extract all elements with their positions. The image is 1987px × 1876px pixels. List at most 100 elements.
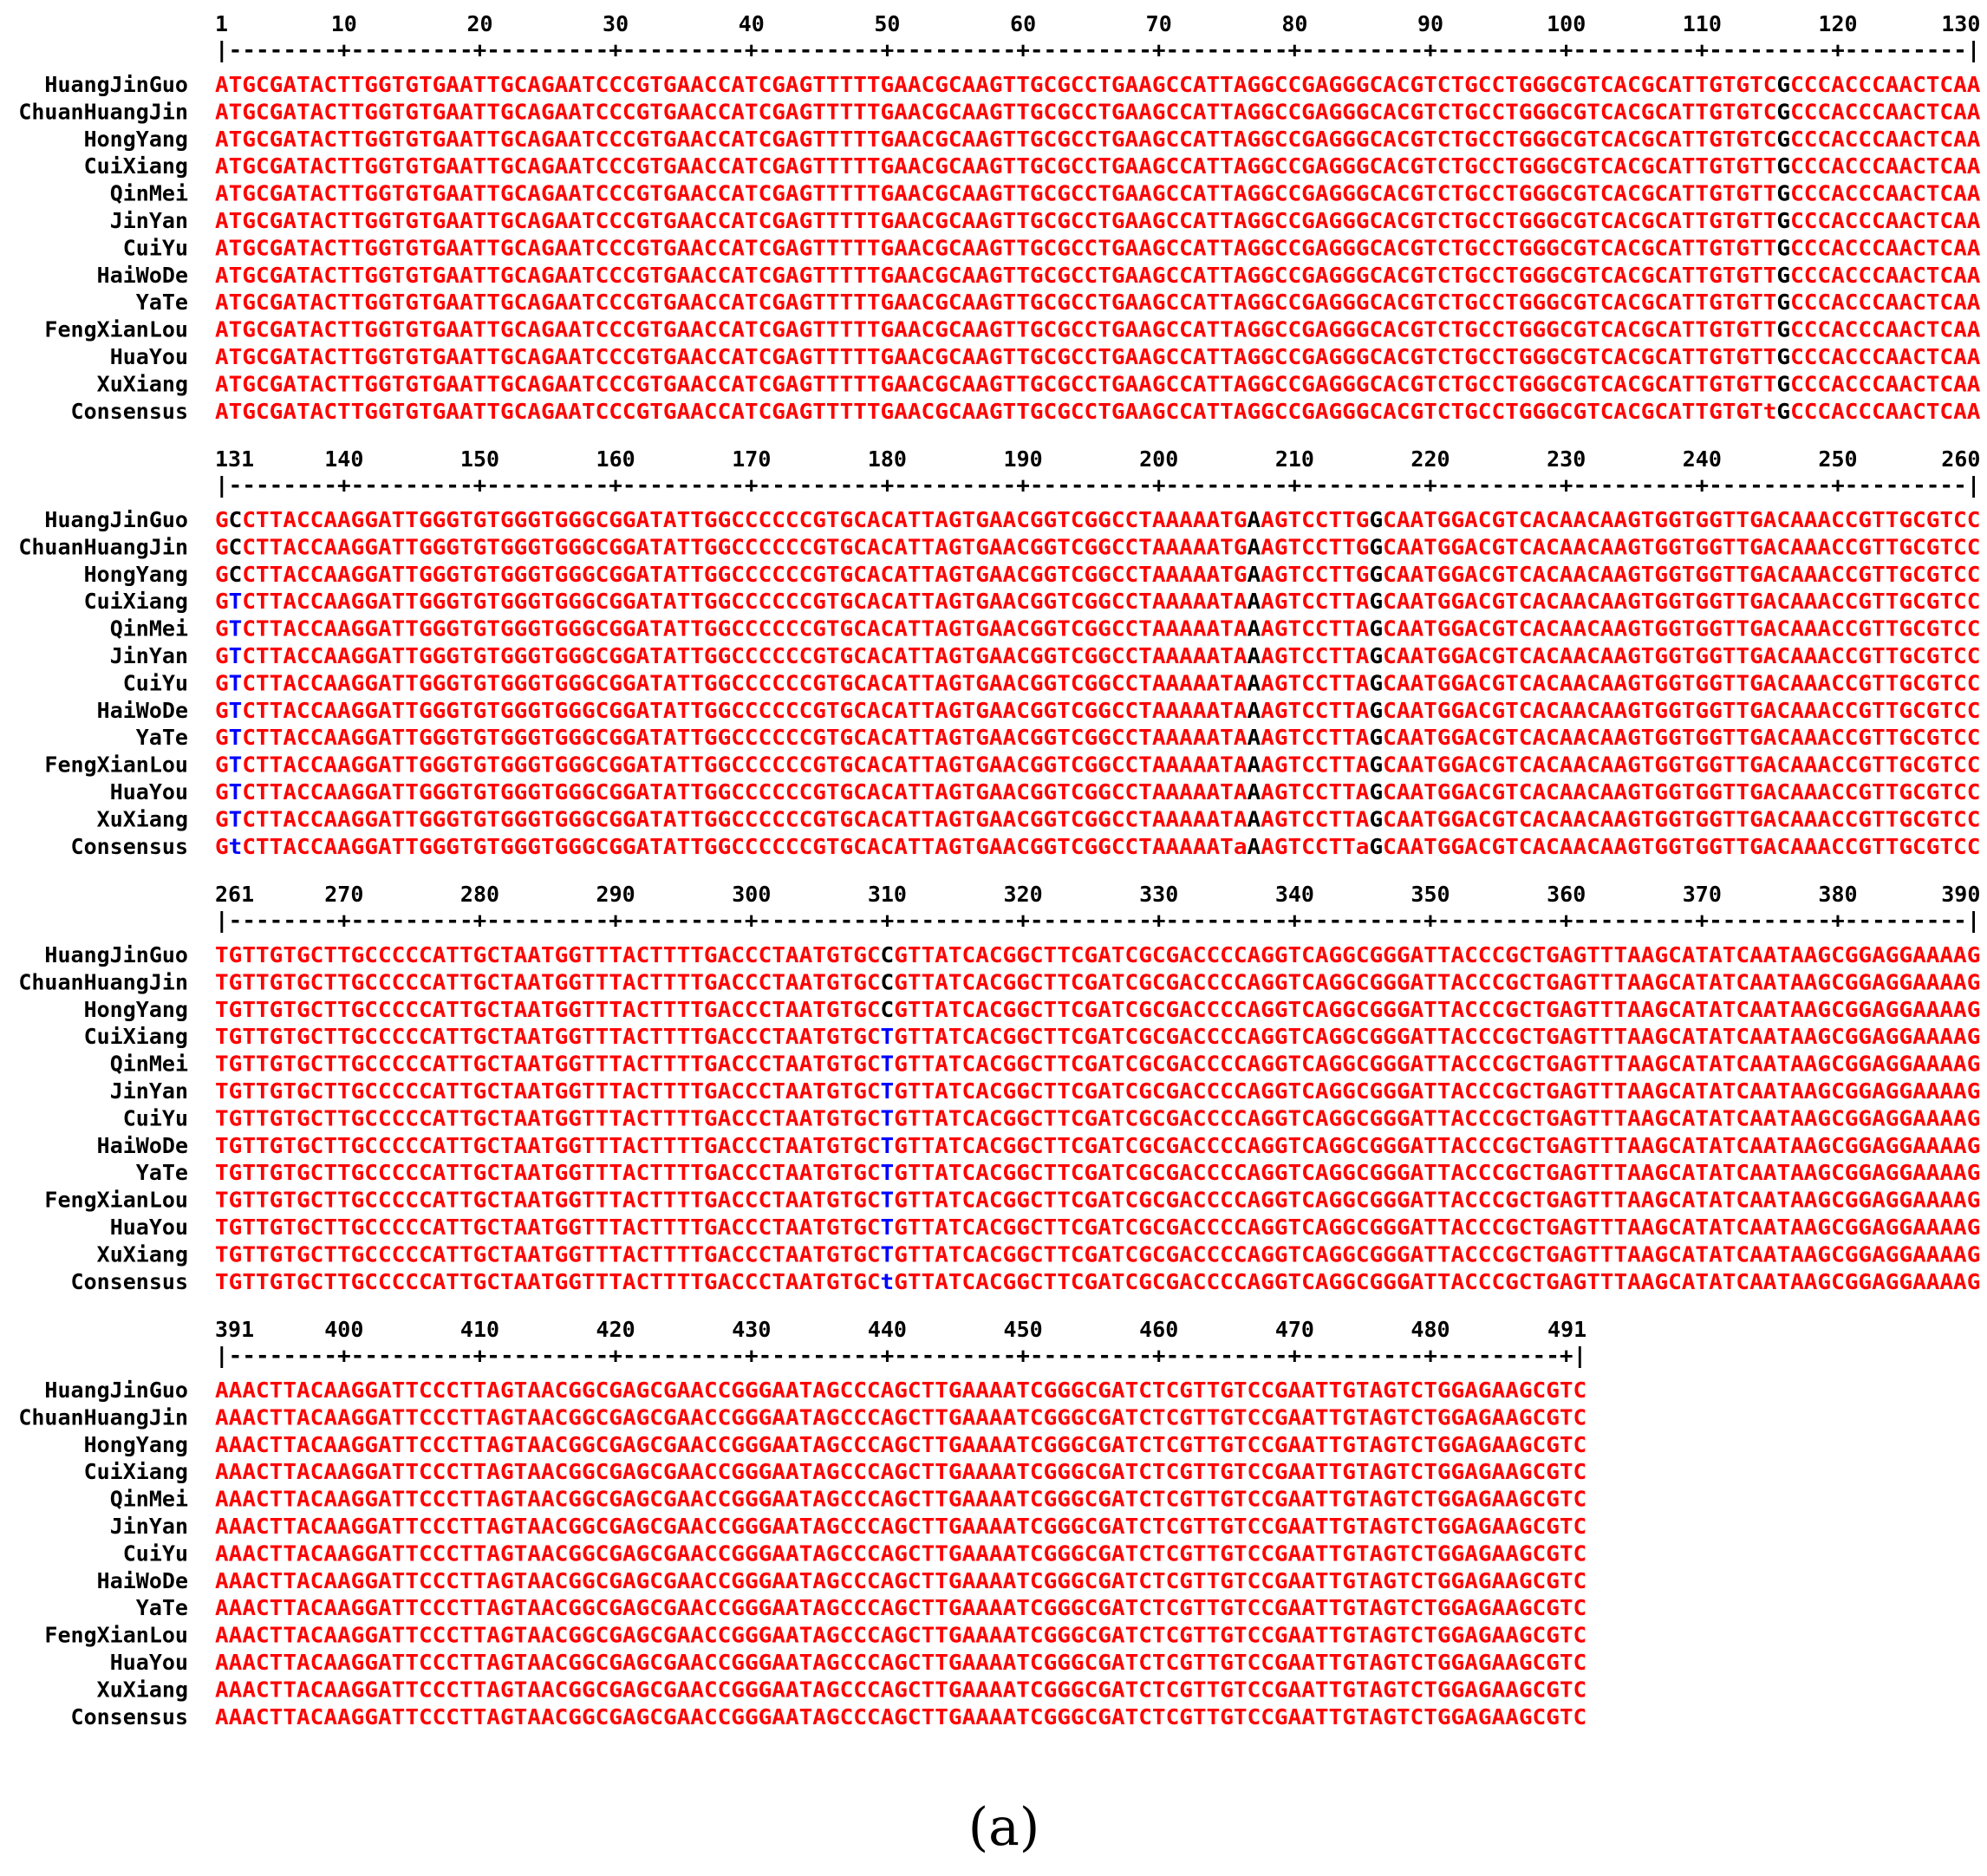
sequence-residues: GTCTTACCAAGGATTGGGTGTGGGTGGGCGGATATTGGCC… [215,806,1980,831]
ruler-label: 391 [215,1317,254,1342]
sequence-row: CuiXiang ATGCGATACTTGGTGTGAATTGCAGAATCCCG… [84,153,1981,179]
sequence-row: HuaYou AAACTTACAAGGATTCCCTTAGTAACGGCGAGCG… [110,1650,1587,1675]
sequence-row: QinMei AAACTTACAAGGATTCCCTTAGTAACGGCGAGCG… [110,1487,1587,1512]
ruler-label: 290 [596,882,635,907]
sequence-residues: TGTTGTGCTTGCCCCCATTGCTAATGGTTTACTTTTGACC… [215,1241,1980,1267]
alignment-block: 391 400 410 420 430 440 450 460 470 480 491|------… [18,1317,1586,1729]
ruler-label: 140 [324,446,363,472]
sequence-residues: GCCTTACCAAGGATTGGGTGTGGGTGGGCGGATATTGGCC… [215,507,1980,532]
sequence-residues: AAACTTACAAGGATTCCCTTAGTAACGGCGAGCGAACCGG… [215,1650,1586,1675]
sequence-name: HuaYou [110,779,188,804]
ruler-label: 470 [1275,1317,1314,1342]
sequence-residues: ATGCGATACTTGGTGTGAATTGCAGAATCCCGTGAACCAT… [215,153,1980,179]
sequence-residues: TGTTGTGCTTGCCCCCATTGCTAATGGTTTACTTTTGACC… [215,997,1980,1022]
sequence-row: HaiWoDe ATGCGATACTTGGTGTGAATTGCAGAATCCCGT… [97,263,1981,288]
sequence-residues: GtCTTACCAAGGATTGGGTGTGGGTGGGCGGATATTGGCC… [215,834,1980,859]
sequence-residues: AAACTTACAAGGATTCCCTTAGTAACGGCGAGCGAACCGG… [215,1378,1586,1403]
sequence-name: HongYang [84,562,188,587]
sequence-residues: AAACTTACAAGGATTCCCTTAGTAACGGCGAGCGAACCGG… [215,1487,1586,1512]
ruler-label: 320 [1004,882,1043,907]
sequence-name: XuXiang [97,1241,188,1267]
sequence-row: ChuanHuangJin GCCTTACCAAGGATTGGGTGTGGGTGG… [18,534,1980,559]
ruler-label: 300 [732,882,771,907]
sequence-name: FengXianLou [44,1623,188,1648]
sequence-residues: AAACTTACAAGGATTCCCTTAGTAACGGCGAGCGAACCGG… [215,1677,1586,1702]
sequence-residues: TGTTGTGCTTGCCCCCATTGCTAATGGTTTACTTTTGACC… [215,1052,1980,1077]
sequence-row: YaTe AAACTTACAAGGATTCCCTTAGTAACGGCGAGCGAA… [136,1595,1586,1620]
sequence-residues: GTCTTACCAAGGATTGGGTGTGGGTGGGCGGATATTGGCC… [215,643,1980,668]
sequence-residues: AAACTTACAAGGATTCCCTTAGTAACGGCGAGCGAACCGG… [215,1623,1586,1648]
sequence-name: HuaYou [110,344,188,369]
ruler-label: 360 [1547,882,1586,907]
sequence-residues: TGTTGTGCTTGCCCCCATTGCTAATGGTTTACTTTTGACC… [215,1133,1980,1158]
ruler-label: 180 [868,446,907,472]
ruler-label: 160 [596,446,635,472]
ruler-label: 20 [466,11,492,36]
sequence-residues: AAACTTACAAGGATTCCCTTAGTAACGGCGAGCGAACCGG… [215,1568,1586,1593]
sequence-residues: ATGCGATACTTGGTGTGAATTGCAGAATCCCGTGAACCAT… [215,235,1980,260]
ruler-label: 260 [1941,446,1980,472]
sequence-residues: ATGCGATACTTGGTGTGAATTGCAGAATCCCGTGAACCAT… [215,127,1980,152]
sequence-name: HuaYou [110,1215,188,1240]
sequence-row: Consensus ATGCGATACTTGGTGTGAATTGCAGAATCCC… [71,399,1981,424]
ruler-label: 60 [1010,11,1036,36]
alignment-block: 1 10 20 30 40 50 60 70 80 90 100 110 120 130|--------… [18,11,1980,424]
sequence-row: HongYang ATGCGATACTTGGTGTGAATTGCAGAATCCCG… [84,127,1981,152]
sequence-row: HuaYou GTCTTACCAAGGATTGGGTGTGGGTGGGCGGATA… [110,779,1981,804]
sequence-residues: GTCTTACCAAGGATTGGGTGTGGGTGGGCGGATATTGGCC… [215,670,1980,695]
sequence-name: CuiXiang [84,589,188,614]
sequence-name: YaTe [136,290,188,315]
sequence-name: CuiXiang [84,1024,188,1049]
sequence-row: XuXiang GTCTTACCAAGGATTGGGTGTGGGTGGGCGGAT… [97,806,1981,831]
sequence-residues: ATGCGATACTTGGTGTGAATTGCAGAATCCCGTGAACCAT… [215,263,1980,288]
ruler-label: 30 [603,11,629,36]
sequence-residues: TGTTGTGCTTGCCCCCATTGCTAATGGTTTACTTTTGACC… [215,1215,1980,1240]
sequence-residues: AAACTTACAAGGATTCCCTTAGTAACGGCGAGCGAACCGG… [215,1432,1586,1457]
sequence-name: ChuanHuangJin [18,99,188,124]
ruler-label: 280 [460,882,499,907]
sequence-row: CuiXiang AAACTTACAAGGATTCCCTTAGTAACGGCGAG… [84,1459,1587,1484]
ruler-label: 410 [460,1317,499,1342]
ruler-label: 100 [1547,11,1586,36]
sequence-name: CuiXiang [84,1459,188,1484]
sequence-row: QinMei TGTTGTGCTTGCCCCCATTGCTAATGGTTTACTT… [110,1052,1981,1077]
sequence-row: Consensus TGTTGTGCTTGCCCCCATTGCTAATGGTTTA… [71,1269,1981,1294]
ruler-label: 10 [331,11,357,36]
ruler-label: 200 [1139,446,1178,472]
sequence-residues: AAACTTACAAGGATTCCCTTAGTAACGGCGAGCGAACCGG… [215,1459,1586,1484]
ruler-label: 270 [324,882,363,907]
sequence-row: HongYang TGTTGTGCTTGCCCCCATTGCTAATGGTTTAC… [84,997,1981,1022]
sequence-name: HuangJinGuo [44,72,188,97]
ruler-label: 50 [874,11,900,36]
sequence-name: YaTe [136,1595,188,1620]
sequence-residues: AAACTTACAAGGATTCCCTTAGTAACGGCGAGCGAACCGG… [215,1404,1586,1430]
sequence-name: HongYang [84,1432,188,1457]
sequence-name: QinMei [110,616,188,642]
figure-label: (a) [968,1797,1040,1858]
ruler-label: 340 [1275,882,1314,907]
sequence-residues: GTCTTACCAAGGATTGGGTGTGGGTGGGCGGATATTGGCC… [215,698,1980,723]
ruler-label: 390 [1941,882,1980,907]
ruler-label: 400 [324,1317,363,1342]
sequence-row: Consensus GtCTTACCAAGGATTGGGTGTGGGTGGGCGG… [71,834,1981,859]
sequence-residues: AAACTTACAAGGATTCCCTTAGTAACGGCGAGCGAACCGG… [215,1595,1586,1620]
sequence-row: QinMei ATGCGATACTTGGTGTGAATTGCAGAATCCCGTG… [110,181,1981,206]
ruler-label: 261 [215,882,254,907]
sequence-residues: GTCTTACCAAGGATTGGGTGTGGGTGGGCGGATATTGGCC… [215,616,1980,642]
ruler-label: 250 [1818,446,1857,472]
sequence-residues: TGTTGTGCTTGCCCCCATTGCTAATGGTTTACTTTTGACC… [215,969,1980,994]
sequence-row: FengXianLou TGTTGTGCTTGCCCCCATTGCTAATGGTT… [44,1188,1980,1213]
sequence-residues: ATGCGATACTTGGTGTGAATTGCAGAATCCCGTGAACCAT… [215,99,1980,124]
sequence-row: CuiXiang GTCTTACCAAGGATTGGGTGTGGGTGGGCGGA… [84,589,1981,614]
sequence-row: HuangJinGuo AAACTTACAAGGATTCCCTTAGTAACGGC… [44,1378,1586,1403]
sequence-row: JinYan TGTTGTGCTTGCCCCCATTGCTAATGGTTTACTT… [110,1078,1981,1104]
sequence-name: JinYan [110,1078,188,1104]
sequence-name: FengXianLou [44,1188,188,1213]
ruler-label: 460 [1139,1317,1178,1342]
sequence-row: HaiWoDe GTCTTACCAAGGATTGGGTGTGGGTGGGCGGAT… [97,698,1981,723]
ruler-label: 330 [1139,882,1178,907]
sequence-residues: GCCTTACCAAGGATTGGGTGTGGGTGGGCGGATATTGGCC… [215,534,1980,559]
ruler-label: 430 [732,1317,771,1342]
sequence-name: ChuanHuangJin [18,534,188,559]
sequence-row: CuiYu ATGCGATACTTGGTGTGAATTGCAGAATCCCGTGA… [123,235,1981,260]
